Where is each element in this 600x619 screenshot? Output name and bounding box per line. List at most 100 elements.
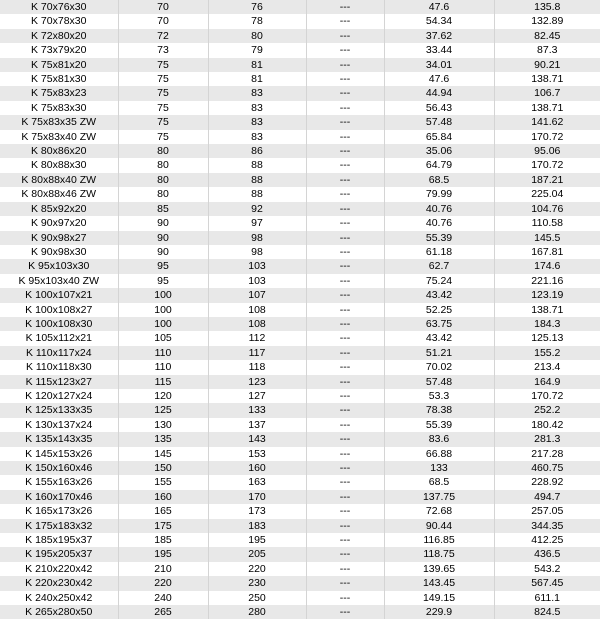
cell-e: 824.5 — [494, 605, 600, 619]
cell-c: --- — [306, 144, 384, 158]
cell-b: 97 — [208, 216, 306, 230]
cell-name: K 110x117x24 — [0, 346, 118, 360]
cell-e: 125.13 — [494, 331, 600, 345]
cell-a: 175 — [118, 519, 208, 533]
cell-c: --- — [306, 605, 384, 619]
cell-b: 127 — [208, 389, 306, 403]
table-row: K 75x81x207581---34.0190.21 — [0, 58, 600, 72]
cell-a: 80 — [118, 173, 208, 187]
cell-d: 61.18 — [384, 245, 494, 259]
cell-e: 170.72 — [494, 389, 600, 403]
cell-a: 160 — [118, 490, 208, 504]
cell-e: 344.35 — [494, 519, 600, 533]
cell-d: 43.42 — [384, 331, 494, 345]
cell-a: 110 — [118, 360, 208, 374]
cell-a: 75 — [118, 130, 208, 144]
cell-name: K 160x170x46 — [0, 490, 118, 504]
cell-name: K 80x88x40 ZW — [0, 173, 118, 187]
cell-b: 143 — [208, 432, 306, 446]
cell-b: 76 — [208, 0, 306, 14]
table-row: K 90x98x279098---55.39145.5 — [0, 231, 600, 245]
cell-a: 155 — [118, 475, 208, 489]
cell-e: 228.92 — [494, 475, 600, 489]
cell-a: 125 — [118, 403, 208, 417]
cell-e: 82.45 — [494, 29, 600, 43]
cell-c: --- — [306, 274, 384, 288]
cell-name: K 90x98x30 — [0, 245, 118, 259]
cell-name: K 150x160x46 — [0, 461, 118, 475]
table-row: K 220x230x42220230---143.45567.45 — [0, 576, 600, 590]
cell-a: 185 — [118, 533, 208, 547]
cell-c: --- — [306, 29, 384, 43]
cell-b: 103 — [208, 274, 306, 288]
table-row: K 75x81x307581---47.6138.71 — [0, 72, 600, 86]
cell-name: K 110x118x30 — [0, 360, 118, 374]
cell-e: 217.28 — [494, 447, 600, 461]
table-row: K 90x98x309098---61.18167.81 — [0, 245, 600, 259]
cell-d: 62.7 — [384, 259, 494, 273]
cell-d: 68.5 — [384, 173, 494, 187]
cell-a: 80 — [118, 144, 208, 158]
cell-d: 54.34 — [384, 14, 494, 28]
table-row: K 85x92x208592---40.76104.76 — [0, 202, 600, 216]
spec-table: K 70x76x307076---47.6135.8K 70x78x307078… — [0, 0, 600, 619]
cell-name: K 125x133x35 — [0, 403, 118, 417]
cell-b: 86 — [208, 144, 306, 158]
cell-c: --- — [306, 288, 384, 302]
cell-d: 35.06 — [384, 144, 494, 158]
table-row: K 130x137x24130137---55.39180.42 — [0, 418, 600, 432]
cell-c: --- — [306, 115, 384, 129]
cell-d: 116.85 — [384, 533, 494, 547]
cell-b: 170 — [208, 490, 306, 504]
cell-b: 183 — [208, 519, 306, 533]
cell-c: --- — [306, 346, 384, 360]
cell-c: --- — [306, 130, 384, 144]
cell-name: K 75x83x35 ZW — [0, 115, 118, 129]
cell-a: 75 — [118, 101, 208, 115]
table-row: K 240x250x42240250---149.15611.1 — [0, 591, 600, 605]
cell-a: 105 — [118, 331, 208, 345]
cell-b: 118 — [208, 360, 306, 374]
cell-c: --- — [306, 331, 384, 345]
cell-c: --- — [306, 562, 384, 576]
cell-b: 83 — [208, 115, 306, 129]
cell-c: --- — [306, 591, 384, 605]
cell-d: 33.44 — [384, 43, 494, 57]
cell-c: --- — [306, 504, 384, 518]
cell-d: 63.75 — [384, 317, 494, 331]
cell-a: 73 — [118, 43, 208, 57]
table-row: K 75x83x307583---56.43138.71 — [0, 101, 600, 115]
cell-b: 107 — [208, 288, 306, 302]
cell-d: 55.39 — [384, 418, 494, 432]
cell-c: --- — [306, 475, 384, 489]
cell-b: 160 — [208, 461, 306, 475]
cell-name: K 265x280x50 — [0, 605, 118, 619]
cell-d: 66.88 — [384, 447, 494, 461]
cell-e: 90.21 — [494, 58, 600, 72]
cell-name: K 175x183x32 — [0, 519, 118, 533]
cell-name: K 100x108x30 — [0, 317, 118, 331]
cell-d: 139.65 — [384, 562, 494, 576]
cell-c: --- — [306, 533, 384, 547]
cell-e: 213.4 — [494, 360, 600, 374]
cell-b: 117 — [208, 346, 306, 360]
cell-d: 44.94 — [384, 86, 494, 100]
table-row: K 150x160x46150160---133460.75 — [0, 461, 600, 475]
cell-d: 83.6 — [384, 432, 494, 446]
cell-a: 90 — [118, 216, 208, 230]
cell-a: 110 — [118, 346, 208, 360]
cell-name: K 80x88x46 ZW — [0, 187, 118, 201]
cell-name: K 210x220x42 — [0, 562, 118, 576]
cell-b: 205 — [208, 547, 306, 561]
table-row: K 185x195x37185195---116.85412.25 — [0, 533, 600, 547]
cell-a: 120 — [118, 389, 208, 403]
cell-e: 110.58 — [494, 216, 600, 230]
table-row: K 80x88x40 ZW8088---68.5187.21 — [0, 173, 600, 187]
cell-name: K 70x78x30 — [0, 14, 118, 28]
cell-c: --- — [306, 72, 384, 86]
cell-e: 145.5 — [494, 231, 600, 245]
table-row: K 72x80x207280---37.6282.45 — [0, 29, 600, 43]
cell-name: K 90x97x20 — [0, 216, 118, 230]
cell-b: 230 — [208, 576, 306, 590]
cell-name: K 130x137x24 — [0, 418, 118, 432]
